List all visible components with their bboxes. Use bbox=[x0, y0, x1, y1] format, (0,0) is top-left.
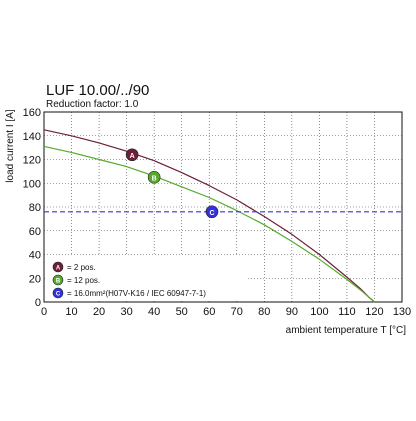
y-tick-label: 0 bbox=[35, 297, 41, 309]
legend-marker-b bbox=[52, 274, 64, 286]
y-tick-label: 140 bbox=[23, 131, 41, 143]
x-tick-label: 60 bbox=[203, 306, 215, 318]
legend-marker-c bbox=[52, 287, 64, 299]
series-marker-label: B bbox=[152, 175, 157, 182]
series-marker-label: C bbox=[209, 210, 214, 217]
x-tick-label: 100 bbox=[310, 306, 328, 318]
x-tick-label: 90 bbox=[286, 306, 298, 318]
series-marker-b bbox=[147, 171, 161, 184]
series-line-a bbox=[43, 129, 375, 303]
series-marker-c bbox=[205, 205, 219, 219]
axis-ticks: 0 10 20 30 40 50 60 70 80 90 100 110 120 130 0 20 40 60 80… bbox=[23, 107, 412, 318]
legend: A = 2 pos. B = 12 pos. C = 16.0mm²(H07V-K16 /… bbox=[47, 256, 247, 300]
y-tick-label: 80 bbox=[29, 202, 41, 214]
x-tick-label: 30 bbox=[120, 306, 132, 318]
legend-entry: = 16.0mm²(H07V-K16 / IEC 60947-7-1) bbox=[67, 289, 206, 298]
legend-box bbox=[47, 256, 247, 300]
legend-entry: = 2 pos. bbox=[67, 263, 96, 272]
x-tick-label: 120 bbox=[365, 306, 383, 318]
y-tick-label: 100 bbox=[23, 178, 41, 190]
legend-marker-label: B bbox=[56, 279, 61, 285]
legend-marker-a bbox=[52, 261, 64, 273]
plot-frame bbox=[43, 111, 403, 303]
y-axis-label: load current I [A] bbox=[5, 109, 16, 183]
x-tick-label: 50 bbox=[176, 306, 188, 318]
y-tick-label: 60 bbox=[29, 226, 41, 238]
x-tick-label: 10 bbox=[65, 306, 77, 318]
legend-entry: = 12 pos. bbox=[67, 276, 100, 285]
chart-title: LUF 10.00/../90 bbox=[46, 82, 149, 99]
y-tick-label: 120 bbox=[23, 155, 41, 167]
y-tick-label: 20 bbox=[29, 273, 41, 285]
chart-subtitle: Reduction factor: 1.0 bbox=[46, 99, 139, 110]
x-tick-label: 70 bbox=[231, 306, 243, 318]
series-marker-label: A bbox=[130, 153, 135, 160]
x-tick-label: 130 bbox=[393, 306, 411, 318]
y-tick-label: 40 bbox=[29, 250, 41, 262]
x-tick-label: 110 bbox=[338, 306, 356, 318]
series-marker-a bbox=[125, 148, 139, 162]
x-tick-label: 0 bbox=[41, 306, 47, 318]
x-tick-label: 20 bbox=[93, 306, 105, 318]
x-axis-label: ambient temperature T [°C] bbox=[286, 325, 407, 336]
series-markers: A B C bbox=[125, 148, 219, 219]
x-tick-label: 40 bbox=[148, 306, 160, 318]
legend-marker-label: C bbox=[56, 292, 61, 298]
grid bbox=[43, 111, 403, 303]
series bbox=[43, 129, 402, 303]
legend-marker-label: A bbox=[56, 266, 61, 272]
y-tick-label: 160 bbox=[23, 107, 41, 119]
series-line-b bbox=[43, 145, 375, 303]
x-tick-label: 80 bbox=[258, 306, 270, 318]
